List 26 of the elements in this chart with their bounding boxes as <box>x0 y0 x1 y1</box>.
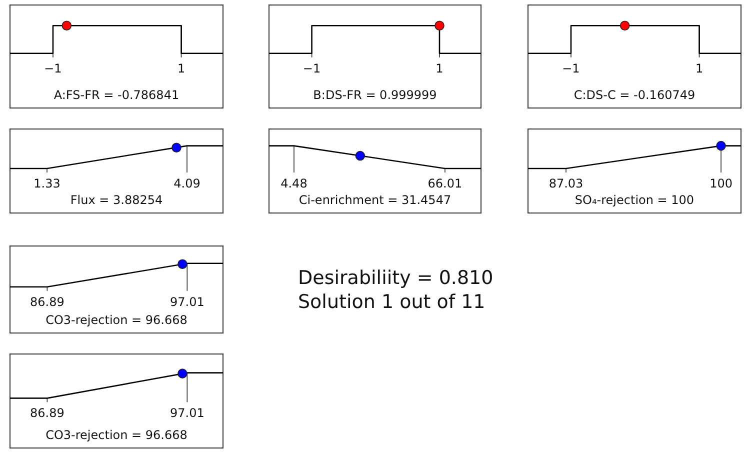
x-tick-label: 87.03 <box>548 176 584 190</box>
x-tick-label: 1 <box>177 61 186 76</box>
x-axis-title: CO3-rejection = 96.668 <box>46 428 188 442</box>
x-axis-title: Flux = 3.88254 <box>70 193 163 207</box>
x-axis-title: CO3-rejection = 96.668 <box>46 313 188 327</box>
x-axis-title: B:DS-FR = 0.999999 <box>313 88 437 102</box>
x-tick-label: 97.01 <box>170 294 204 309</box>
x-tick-label: 86.89 <box>30 294 64 309</box>
x-tick-label: 1 <box>436 61 444 76</box>
x-tick-label: 1 <box>695 61 704 76</box>
x-tick-label: 97.01 <box>170 406 204 420</box>
x-axis-title: Ci-enrichment = 31.4547 <box>298 193 452 207</box>
text: Solution 1 out of 11 <box>298 291 486 313</box>
x-tick-label: 86.89 <box>30 406 64 420</box>
x-tick-label: −1 <box>302 61 321 76</box>
x-tick-label: 4.48 <box>280 176 308 190</box>
x-axis-title: A:FS-FR = -0.786841 <box>54 88 180 102</box>
x-tick-label: −1 <box>44 61 62 76</box>
x-tick-label: −1 <box>562 61 580 76</box>
text: Desirabiliity = 0.810 <box>298 267 494 289</box>
x-tick-label: 4.09 <box>174 176 200 190</box>
x-tick-label: 66.01 <box>428 176 462 190</box>
x-axis-title: SO₄-rejection = 100 <box>574 193 694 207</box>
x-tick-label: 100 <box>710 176 732 190</box>
x-tick-label: 1.33 <box>34 176 60 190</box>
x-axis-title: C:DS-C = -0.160749 <box>574 88 696 102</box>
